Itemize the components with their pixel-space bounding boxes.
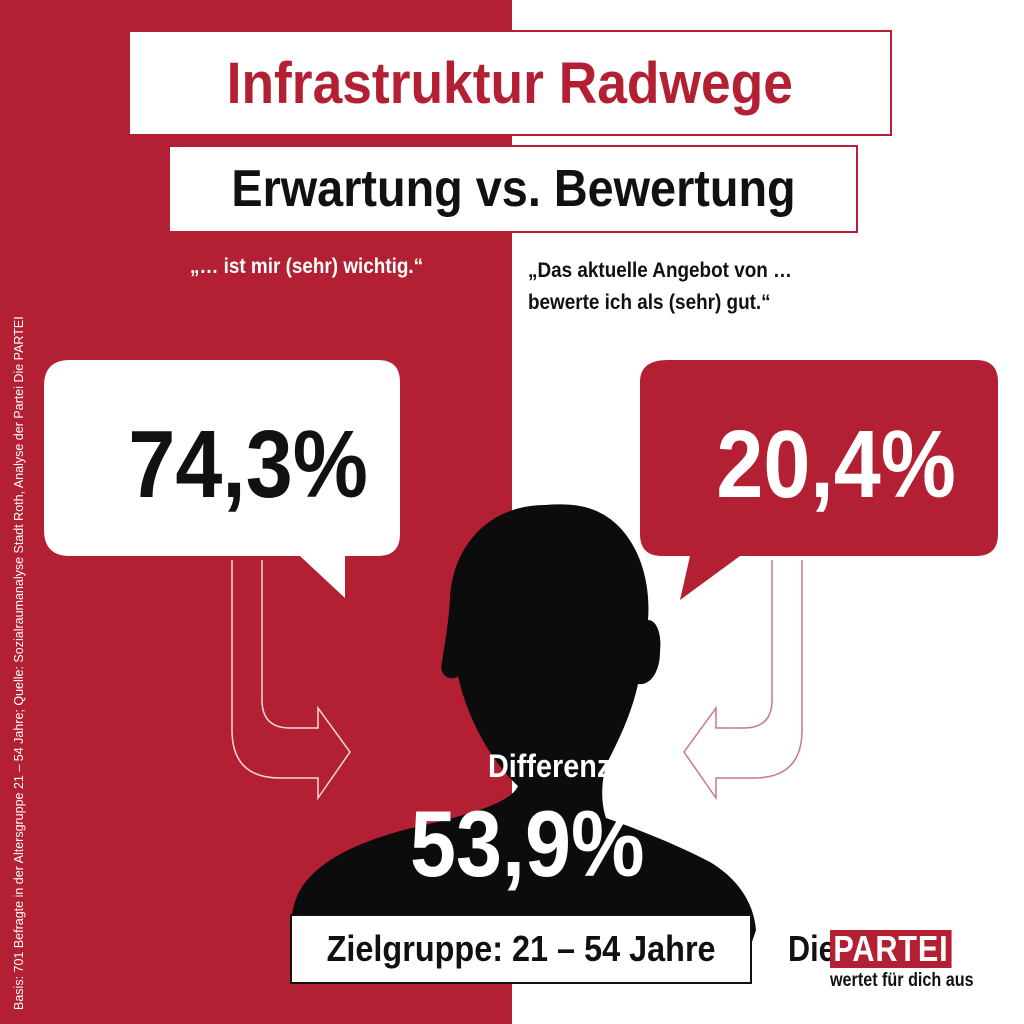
speech-bubble-left-icon — [44, 360, 400, 598]
party-logo: Die PARTEI wertet für dich aus — [788, 924, 998, 994]
page-title: Infrastruktur Radwege — [226, 50, 794, 116]
arrow-left-icon — [683, 560, 803, 801]
logo-tagline: wertet für dich aus — [830, 970, 974, 991]
quote-importance: „… ist mir (sehr) wichtig.“ — [190, 255, 424, 278]
person-silhouette-icon — [291, 504, 756, 960]
target-group-label: Zielgruppe: 21 – 54 Jahre — [326, 928, 716, 969]
logo-partei-text: PARTEI — [830, 930, 952, 968]
quote-rating: „Das aktuelle Angebot von … bewerte ich … — [528, 259, 792, 314]
logo-die-text: Die — [788, 928, 836, 969]
speech-bubble-right-icon — [640, 360, 998, 600]
page-subtitle: Erwartung vs. Bewertung — [230, 160, 796, 218]
target-group-box: Zielgruppe: 21 – 54 Jahre — [290, 914, 752, 984]
arrow-right-icon — [231, 560, 351, 801]
difference-label: Differenz — [488, 748, 612, 784]
difference-value: 53,9% — [410, 791, 645, 896]
importance-value: 74,3% — [128, 411, 368, 518]
rating-value: 20,4% — [716, 411, 956, 518]
title-box: Infrastruktur Radwege — [128, 30, 892, 136]
subtitle-box: Erwartung vs. Bewertung — [168, 145, 858, 233]
